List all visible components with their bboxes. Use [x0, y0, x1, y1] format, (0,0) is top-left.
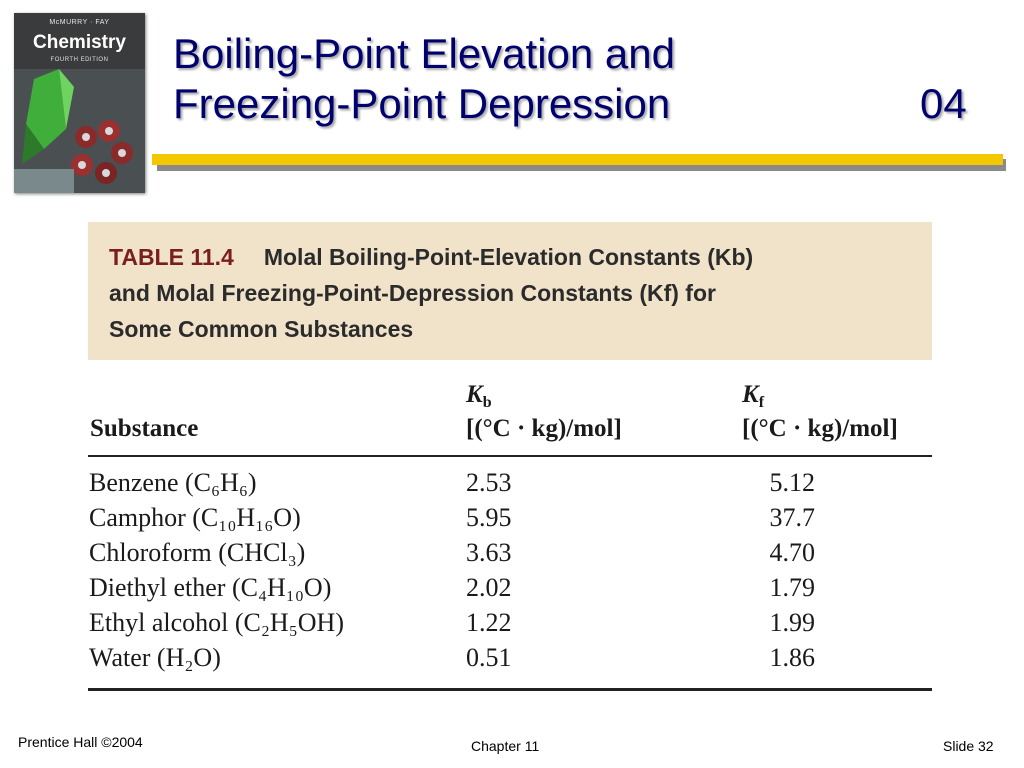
table-label: TABLE 11.4 [109, 244, 234, 270]
table-row-kf: 4.70 [769, 538, 816, 567]
table-header-rule [88, 455, 932, 457]
table-row-kf: 1.79 [769, 573, 816, 602]
caption-text-1: Molal Boiling-Point-Elevation Constants … [263, 244, 754, 270]
table-bottom-rule [88, 688, 932, 691]
title-number: 04 [920, 80, 967, 127]
col-header-kb-symbol: Kb [466, 381, 492, 412]
table-row-kb: 2.53 [466, 468, 512, 497]
table-row-kf: 1.99 [769, 608, 816, 637]
cover-authors: McMURRY · FAY [49, 19, 110, 26]
table-row-kb: 3.63 [466, 538, 512, 567]
cover-brand: Chemistry [33, 32, 126, 53]
title-line-2: Freezing-Point Depression [173, 80, 671, 127]
kf-symbol: K [742, 381, 759, 408]
footer-chapter: Chapter 11 [471, 738, 540, 754]
table-row-kf: 37.7 [769, 503, 816, 532]
kf-sub: f [758, 394, 765, 411]
table-row-substance: Benzene (C₆H₆) [89, 468, 257, 497]
footer-slide-number: Slide 32 [943, 738, 994, 754]
kb-sub: b [482, 394, 492, 411]
table-row-substance: Chloroform (CHCl₃) [89, 538, 306, 567]
col-header-kb-unit: [(°C · kg)/mol] [466, 415, 622, 442]
table-row-substance: Ethyl alcohol (C₂H₅OH) [89, 608, 344, 637]
table-caption-box: TABLE 11.4 Molal Boiling-Point-Elevation … [88, 222, 932, 360]
caption-line-2: and Molal Freezing-Point-Depression Cons… [109, 280, 716, 306]
cover-edition: FOURTH EDITION [50, 57, 109, 63]
caption-line-3: Some Common Substances [109, 316, 414, 342]
table-row-kf: 1.86 [769, 643, 816, 672]
table-row-substance: Camphor (C₁₀H₁₆O) [89, 503, 301, 532]
table-row-kb: 0.51 [466, 643, 512, 672]
footer-publisher: Prentice Hall ©2004 [18, 734, 143, 750]
caption-line-1: TABLE 11.4 Molal Boiling-Point-Elevation … [109, 239, 919, 275]
book-cover-image: McMURRY · FAY Chemistry FOURTH EDITION [14, 13, 145, 193]
table-row-kf: 5.12 [769, 468, 816, 497]
slide-title: Boiling-Point Elevation and Freezing-Poi… [173, 29, 973, 129]
col-header-kf-unit: [(°C · kg)/mol] [742, 415, 898, 442]
col-header-kf-symbol: Kf [742, 381, 764, 412]
table-row-substance: Water (H₂O) [89, 643, 221, 672]
table-row-kb: 5.95 [466, 503, 512, 532]
kb-symbol: K [466, 381, 483, 408]
title-rule [152, 154, 1003, 165]
table-caption: TABLE 11.4 Molal Boiling-Point-Elevation … [109, 239, 919, 347]
col-header-substance: Substance [90, 415, 199, 442]
table-row-kb: 1.22 [466, 608, 512, 637]
table-row-kb: 2.02 [466, 573, 512, 602]
table-row-substance: Diethyl ether (C₄H₁₀O) [89, 573, 332, 602]
cover-artwork-icon [14, 69, 145, 193]
title-line-1: Boiling-Point Elevation and [173, 30, 675, 77]
